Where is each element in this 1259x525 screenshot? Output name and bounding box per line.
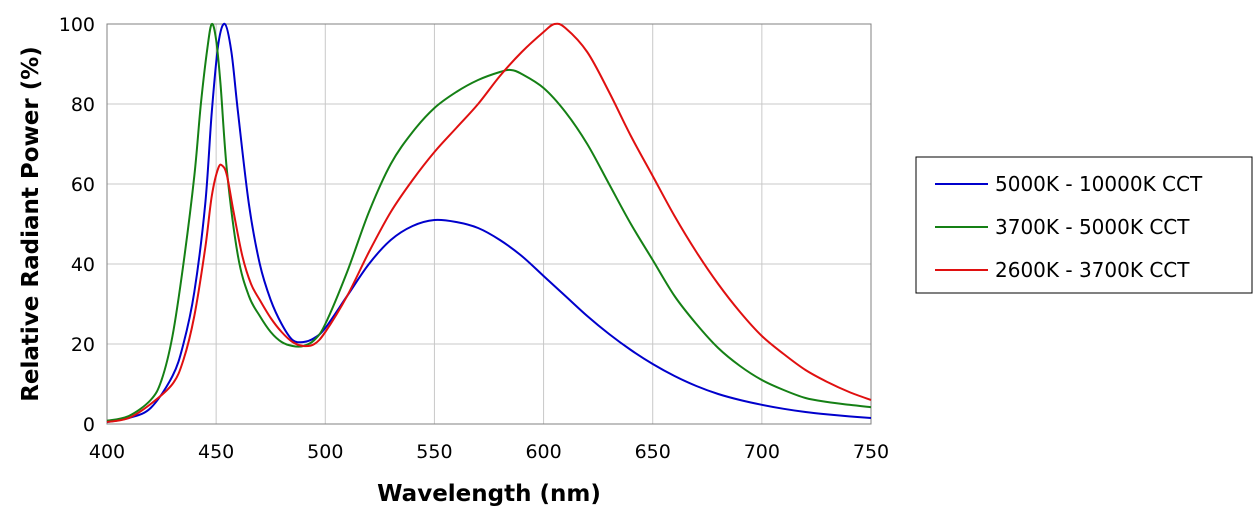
y-tick-label: 60 [71, 174, 95, 196]
y-axis-title: Relative Radiant Power (%) [18, 46, 44, 402]
y-tick-label: 40 [71, 254, 95, 276]
x-tick-labels: 400 450 500 550 600 650 700 750 [89, 441, 889, 463]
y-tick-label: 80 [71, 94, 95, 116]
series-line-2 [106, 22, 872, 422]
series-line-1 [106, 22, 872, 423]
legend: 5000K - 10000K CCT 3700K - 5000K CCT 2600K… [915, 156, 1253, 294]
y-tick-label: 0 [83, 414, 95, 436]
legend-label-1: 5000K - 10000K CCT [995, 172, 1203, 196]
y-tick-label: 100 [59, 14, 95, 36]
x-tick-label: 600 [525, 441, 561, 463]
x-tick-label: 650 [635, 441, 671, 463]
legend-label-3: 2600K - 3700K CCT [995, 258, 1190, 282]
x-tick-label: 700 [744, 441, 780, 463]
series-layer [106, 22, 872, 423]
plot-area-border [106, 23, 872, 425]
y-tick-labels: 0 20 40 60 80 100 [59, 14, 95, 436]
x-tick-label: 500 [307, 441, 343, 463]
x-tick-label: 400 [89, 441, 125, 463]
series-line-3 [106, 22, 872, 423]
legend-label-2: 3700K - 5000K CCT [995, 215, 1190, 239]
y-tick-label: 20 [71, 334, 95, 356]
x-tick-label: 750 [853, 441, 889, 463]
grid-lines [106, 23, 872, 425]
x-axis-title: Wavelength (nm) [377, 481, 601, 507]
x-tick-label: 450 [198, 441, 234, 463]
x-tick-label: 550 [416, 441, 452, 463]
